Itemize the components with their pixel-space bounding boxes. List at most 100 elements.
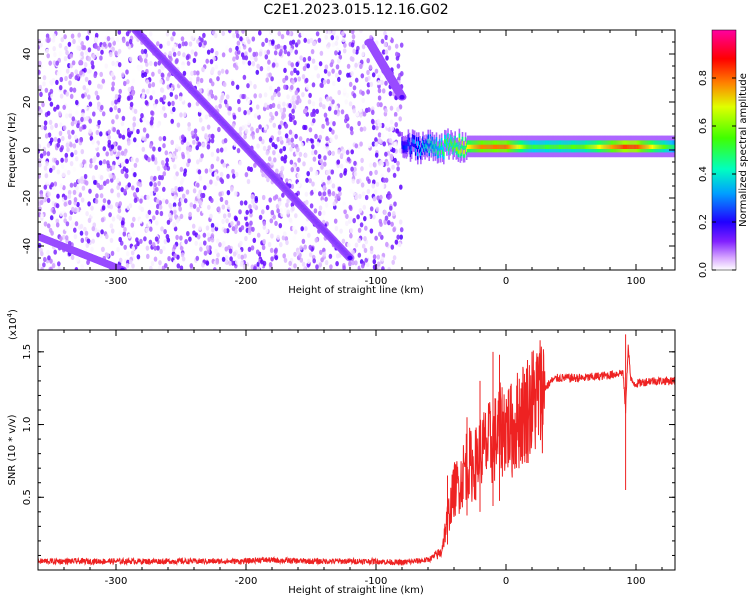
noise-cell: [215, 222, 219, 228]
noise-cell: [220, 68, 225, 74]
noise-cell: [187, 122, 191, 128]
noise-cell: [378, 231, 382, 237]
noise-cell: [234, 191, 238, 197]
noise-cell: [283, 44, 287, 51]
noise-cell: [374, 141, 379, 147]
noise-cell: [156, 41, 160, 47]
noise-cell: [67, 129, 71, 135]
noise-cell: [329, 264, 333, 270]
noise-cell: [192, 57, 197, 64]
noise-cell: [191, 223, 196, 229]
noise-cell: [315, 264, 319, 270]
noise-cell: [60, 37, 65, 43]
noise-cell: [84, 230, 89, 236]
noise-cell: [251, 226, 255, 232]
noise-cell: [87, 63, 91, 69]
noise-cell: [303, 37, 308, 43]
noise-cell: [83, 173, 88, 180]
noise-cell: [376, 254, 381, 260]
noise-cell: [210, 48, 214, 54]
noise-cell: [86, 238, 91, 244]
noise-cell: [361, 191, 366, 197]
noise-cell: [292, 235, 297, 241]
noise-cell: [362, 126, 367, 132]
noise-cell: [143, 48, 148, 54]
noise-cell: [310, 150, 315, 156]
noise-cell: [51, 223, 56, 229]
noise-cell: [212, 56, 216, 62]
noise-cell: [50, 182, 54, 188]
noise-cell: [288, 260, 293, 266]
noise-cell: [281, 235, 286, 241]
noise-cell: [189, 202, 194, 208]
noise-cell: [307, 99, 312, 105]
noise-cell: [310, 49, 315, 55]
noise-cell: [94, 37, 99, 43]
noise-cell: [234, 171, 239, 178]
noise-cell: [217, 206, 221, 212]
noise-cell: [258, 136, 263, 142]
noise-cell: [397, 241, 402, 248]
noise-cell: [342, 265, 346, 270]
noise-cell: [131, 245, 136, 252]
noise-cell: [359, 222, 364, 228]
noise-cell: [357, 237, 362, 243]
noise-cell: [362, 204, 367, 210]
noise-cell: [306, 63, 311, 69]
noise-cell: [179, 112, 183, 118]
noise-cell: [289, 159, 294, 165]
noise-cell: [65, 142, 70, 148]
noise-cell: [160, 160, 165, 166]
noise-cell: [296, 249, 300, 255]
noise-cell: [300, 31, 305, 37]
noise-cell: [168, 50, 172, 57]
noise-cell: [53, 136, 58, 142]
noise-cell: [238, 160, 243, 166]
noise-cell: [179, 166, 184, 172]
noise-cell: [311, 101, 316, 107]
noise-cell: [247, 246, 252, 252]
noise-cell: [80, 197, 85, 203]
noise-cell: [371, 72, 376, 78]
noise-cell: [55, 203, 60, 209]
noise-cell: [111, 119, 115, 125]
noise-cell: [399, 227, 404, 233]
noise-cell: [204, 168, 209, 174]
noise-cell: [196, 76, 200, 82]
noise-cell: [327, 42, 331, 48]
noise-cell: [96, 152, 100, 158]
noise-cell: [40, 213, 44, 219]
noise-cell: [59, 76, 64, 83]
noise-cell: [365, 253, 370, 259]
noise-cell: [396, 63, 401, 69]
noise-cell: [201, 142, 206, 148]
noise-cell: [269, 103, 273, 110]
noise-cell: [122, 129, 126, 135]
noise-cell: [276, 208, 280, 214]
noise-cell: [388, 91, 393, 97]
noise-cell: [350, 42, 355, 48]
noise-cell: [367, 107, 371, 113]
noise-cell: [52, 33, 56, 39]
noise-cell: [314, 170, 319, 176]
noise-cell: [54, 122, 58, 129]
noise-cell: [72, 143, 77, 149]
noise-cell: [235, 259, 239, 265]
noise-cell: [267, 145, 272, 151]
noise-cell: [279, 242, 283, 248]
noise-cell: [63, 168, 68, 174]
noise-cell: [289, 40, 293, 46]
noise-cell: [364, 194, 369, 201]
noise-cell: [82, 159, 86, 165]
noise-cell: [285, 239, 289, 246]
noise-cell: [59, 211, 63, 217]
noise-cell: [325, 120, 330, 126]
noise-cell: [152, 146, 156, 152]
noise-cell: [228, 30, 232, 34]
noise-cell: [187, 153, 191, 159]
noise-cell: [312, 40, 317, 47]
noise-cell: [94, 90, 99, 96]
noise-cell: [120, 187, 125, 193]
noise-cell: [93, 72, 97, 79]
